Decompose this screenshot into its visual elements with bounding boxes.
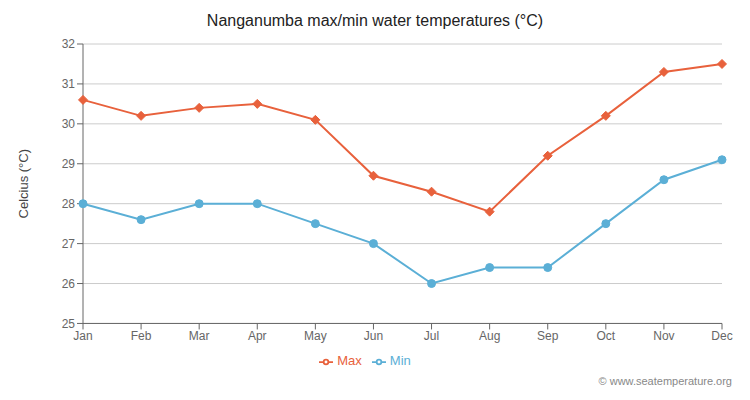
svg-text:Oct: Oct	[596, 329, 615, 343]
svg-text:Jul: Jul	[424, 329, 439, 343]
svg-text:Feb: Feb	[131, 329, 152, 343]
svg-text:30: 30	[62, 117, 76, 131]
svg-text:Dec: Dec	[711, 329, 732, 343]
svg-text:25: 25	[62, 317, 76, 331]
svg-text:26: 26	[62, 277, 76, 291]
svg-text:Jan: Jan	[73, 329, 92, 343]
svg-text:28: 28	[62, 197, 76, 211]
svg-text:31: 31	[62, 77, 76, 91]
svg-text:29: 29	[62, 157, 76, 171]
svg-text:32: 32	[62, 37, 76, 51]
svg-text:Jun: Jun	[364, 329, 383, 343]
svg-text:Nov: Nov	[653, 329, 674, 343]
html-text:Min: Min	[389, 353, 411, 369]
svg-text:Sep: Sep	[537, 329, 559, 343]
svg-text:Celcius (°C): Celcius (°C)	[16, 149, 31, 218]
svg-text:27: 27	[62, 237, 76, 251]
html-text:© www.seatemperature.org: © www.seatemperature.org	[598, 375, 732, 387]
html-text:Max: Max	[337, 353, 362, 369]
svg-text:Aug: Aug	[479, 329, 500, 343]
svg-text:May: May	[304, 329, 327, 343]
svg-text:Mar: Mar	[189, 329, 210, 343]
svg-text:Apr: Apr	[248, 329, 267, 343]
html-text:Nanganumba max/min water tempe: Nanganumba max/min water temperatures (°…	[206, 12, 544, 29]
